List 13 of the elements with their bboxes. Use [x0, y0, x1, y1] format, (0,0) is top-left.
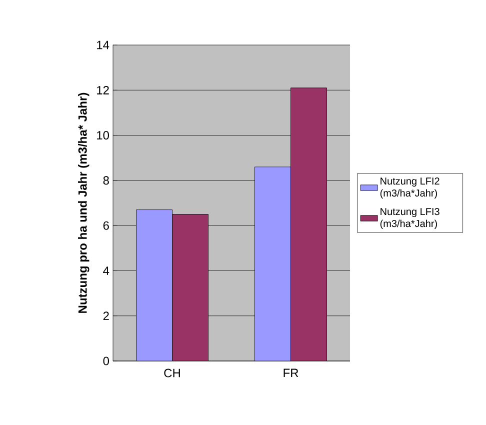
y-tick-label: 0	[103, 356, 110, 366]
y-tick-label: 12	[97, 86, 109, 94]
y-axis-title: Nutzung pro ha und Jahr (m3/ha* Jahr)	[78, 92, 90, 313]
x-tick-label: FR	[284, 368, 298, 378]
y-tick-label: 4	[103, 266, 110, 275]
y-tick-label: 10	[97, 131, 110, 140]
y-tick-label: 2	[103, 312, 109, 320]
legend-label: Nutzung LFI3 (m3/ha*Jahr)	[380, 208, 440, 230]
legend-label: Nutzung LFI2 (m3/ha*Jahr)	[380, 178, 440, 199]
y-tick-label: 14	[97, 40, 110, 50]
x-tick-label: CH	[164, 368, 180, 378]
y-tick-label: 8	[103, 176, 109, 185]
y-tick-label: 6	[103, 221, 109, 230]
